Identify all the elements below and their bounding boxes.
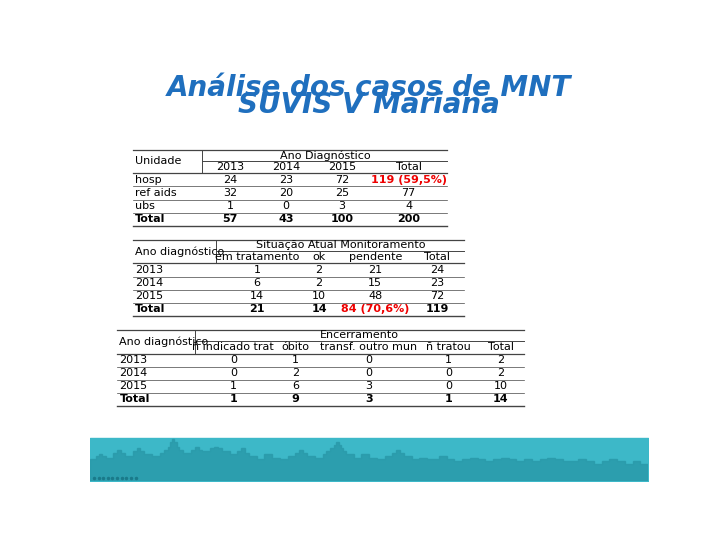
Text: 2014: 2014 (135, 278, 163, 288)
Text: 2: 2 (315, 265, 323, 275)
Text: 200: 200 (397, 214, 420, 224)
Text: 100: 100 (330, 214, 354, 224)
Text: 6: 6 (292, 381, 299, 391)
Text: 21: 21 (368, 265, 382, 275)
Text: 2014: 2014 (120, 368, 148, 378)
Text: 1: 1 (230, 381, 237, 391)
Text: 1: 1 (444, 394, 452, 404)
Text: 2: 2 (498, 355, 504, 365)
Text: ubs: ubs (135, 201, 155, 211)
Text: 25: 25 (335, 188, 349, 198)
Text: 1: 1 (292, 355, 299, 365)
Text: 0: 0 (282, 201, 289, 211)
Text: 2: 2 (498, 368, 504, 378)
Text: 3: 3 (366, 381, 372, 391)
Text: 43: 43 (279, 214, 294, 224)
Text: 10: 10 (494, 381, 508, 391)
Text: Total: Total (135, 304, 166, 314)
Text: ñ tratou: ñ tratou (426, 342, 471, 353)
Text: 72: 72 (430, 291, 444, 301)
Text: transf. outro mun: transf. outro mun (320, 342, 418, 353)
Text: 72: 72 (335, 175, 349, 185)
Text: 77: 77 (402, 188, 415, 198)
Text: 2: 2 (315, 278, 323, 288)
Text: Ano Diagnóstico: Ano Diagnóstico (279, 150, 370, 160)
Text: hosp: hosp (135, 175, 161, 185)
Text: 57: 57 (222, 214, 238, 224)
Text: 48: 48 (368, 291, 382, 301)
Text: 2015: 2015 (120, 381, 148, 391)
Text: Total: Total (395, 162, 421, 172)
Text: Unidade: Unidade (135, 157, 181, 166)
Text: em tratamento: em tratamento (215, 252, 300, 262)
Text: 1: 1 (230, 394, 238, 404)
Text: Situação Atual Monitoramento: Situação Atual Monitoramento (256, 240, 425, 251)
Text: 3: 3 (365, 394, 373, 404)
Text: 24: 24 (223, 175, 238, 185)
Polygon shape (90, 439, 648, 481)
Text: 2013: 2013 (135, 265, 163, 275)
Text: 9: 9 (292, 394, 300, 404)
Text: Total: Total (120, 394, 150, 404)
Text: 1: 1 (227, 201, 234, 211)
Text: 15: 15 (368, 278, 382, 288)
Text: 14: 14 (493, 394, 508, 404)
Text: SUVIS V Mariana: SUVIS V Mariana (238, 91, 500, 119)
Text: 14: 14 (250, 291, 264, 301)
Text: ok: ok (312, 252, 325, 262)
Text: 23: 23 (279, 175, 293, 185)
Text: 84 (70,6%): 84 (70,6%) (341, 304, 410, 314)
Text: 119 (59,5%): 119 (59,5%) (371, 175, 446, 185)
Text: 24: 24 (430, 265, 444, 275)
Text: ñ indicado trat: ñ indicado trat (192, 342, 274, 353)
Text: 2013: 2013 (216, 162, 244, 172)
Text: 119: 119 (426, 304, 449, 314)
Text: 20: 20 (279, 188, 293, 198)
Text: Total: Total (135, 214, 166, 224)
Text: Total: Total (487, 342, 514, 353)
Text: óbito: óbito (282, 342, 310, 353)
Text: 0: 0 (445, 381, 452, 391)
Text: Ano diagnóstico: Ano diagnóstico (135, 246, 224, 257)
Text: 2015: 2015 (135, 291, 163, 301)
Text: 4: 4 (405, 201, 412, 211)
Text: Ano diagnóstico: Ano diagnóstico (120, 336, 209, 347)
Text: 3: 3 (338, 201, 346, 211)
Text: 6: 6 (253, 278, 261, 288)
Text: 32: 32 (223, 188, 238, 198)
Text: 1: 1 (253, 265, 261, 275)
Text: 10: 10 (312, 291, 326, 301)
Text: ref aids: ref aids (135, 188, 176, 198)
Text: 1: 1 (445, 355, 452, 365)
Text: Análise dos casos de MNT: Análise dos casos de MNT (167, 74, 571, 102)
Text: 2: 2 (292, 368, 299, 378)
Text: 2015: 2015 (328, 162, 356, 172)
Text: 0: 0 (445, 368, 452, 378)
Text: 0: 0 (230, 355, 237, 365)
Text: 14: 14 (311, 304, 327, 314)
Text: 2013: 2013 (120, 355, 148, 365)
Text: 2014: 2014 (272, 162, 300, 172)
Text: 0: 0 (366, 355, 372, 365)
Text: 0: 0 (230, 368, 237, 378)
Text: 21: 21 (249, 304, 265, 314)
Text: Encerramento: Encerramento (320, 330, 399, 340)
Text: 23: 23 (430, 278, 444, 288)
Text: pendente: pendente (348, 252, 402, 262)
Text: Total: Total (424, 252, 450, 262)
Text: 0: 0 (366, 368, 372, 378)
